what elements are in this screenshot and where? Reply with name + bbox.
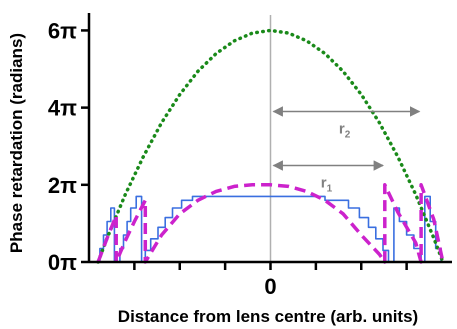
annotation-label-2: r1 bbox=[321, 175, 333, 195]
series-line-dotted bbox=[96, 28, 445, 264]
x-axis-title: Distance from lens centre (arb. units) bbox=[118, 307, 418, 326]
y-tick-label: 2π bbox=[48, 173, 77, 198]
y-tick-label: 6π bbox=[48, 18, 77, 43]
y-axis-title: Phase retardation (radians) bbox=[7, 33, 26, 253]
annotation-label-1: r2 bbox=[339, 120, 351, 140]
series-line-dashed bbox=[96, 183, 445, 264]
x-tick-label: 0 bbox=[264, 274, 276, 299]
y-tick-label: 4π bbox=[48, 96, 77, 121]
y-tick-label: 0π bbox=[48, 250, 77, 275]
